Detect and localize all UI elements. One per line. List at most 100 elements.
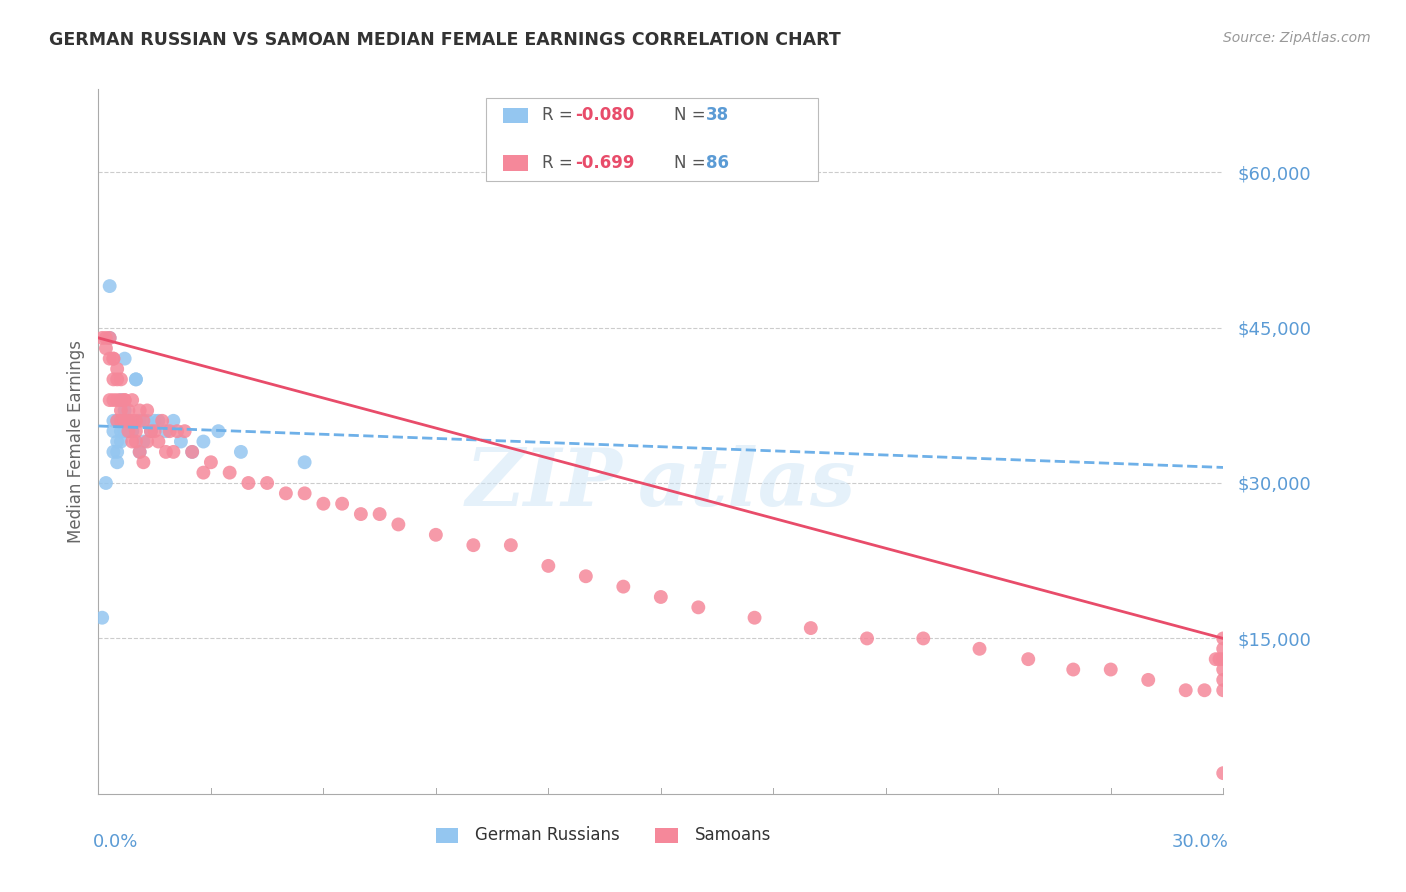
Point (312, 497, 335, 511)
Point (1212, 673, 1234, 687)
Point (128, 445, 150, 459)
Point (110, 414, 132, 428)
Point (94, 475, 117, 490)
Point (181, 445, 204, 459)
Point (121, 424, 143, 438)
Point (969, 641, 991, 656)
Point (1212, 641, 1234, 656)
Point (114, 403, 136, 417)
Point (105, 372, 128, 386)
Point (125, 372, 148, 386)
Point (136, 403, 159, 417)
Point (117, 424, 139, 438)
Point (105, 445, 128, 459)
Bar (503, 155, 529, 171)
Point (1212, 632, 1234, 646)
Text: N =: N = (675, 154, 711, 172)
Point (110, 372, 132, 386)
Point (1212, 663, 1234, 677)
Point (193, 434, 215, 449)
Point (91, 331, 114, 345)
Point (132, 455, 155, 469)
Point (132, 434, 155, 449)
Text: 38: 38 (706, 106, 728, 124)
Point (155, 424, 177, 438)
Point (1212, 652, 1234, 666)
Point (98, 351, 121, 366)
Point (499, 538, 522, 552)
Text: GERMAN RUSSIAN VS SAMOAN MEDIAN FEMALE EARNINGS CORRELATION CHART: GERMAN RUSSIAN VS SAMOAN MEDIAN FEMALE E… (49, 31, 841, 49)
Point (856, 632, 879, 646)
Point (114, 393, 136, 408)
Point (103, 351, 125, 366)
Point (1137, 673, 1160, 687)
Point (330, 497, 353, 511)
Point (1212, 766, 1234, 780)
Bar (503, 108, 529, 123)
Point (121, 393, 143, 408)
Point (121, 424, 143, 438)
Point (575, 569, 598, 583)
Point (1017, 652, 1039, 666)
Point (103, 393, 125, 408)
Point (1062, 663, 1084, 677)
Point (912, 632, 935, 646)
Point (350, 507, 373, 521)
Point (238, 475, 260, 490)
Point (105, 393, 128, 408)
Point (463, 538, 485, 552)
Point (105, 434, 128, 449)
Point (128, 403, 150, 417)
Point (114, 414, 136, 428)
Point (155, 445, 177, 459)
Point (114, 393, 136, 408)
Point (98, 331, 121, 345)
Point (98, 393, 121, 408)
Text: German Russians: German Russians (475, 827, 620, 845)
Text: R =: R = (541, 106, 578, 124)
Text: Source: ZipAtlas.com: Source: ZipAtlas.com (1223, 31, 1371, 45)
Point (98, 279, 121, 293)
Point (1194, 683, 1216, 698)
Point (139, 424, 162, 438)
Point (110, 424, 132, 438)
Point (125, 372, 148, 386)
Point (114, 351, 136, 366)
Point (218, 466, 240, 480)
Text: R =: R = (541, 154, 578, 172)
Point (128, 414, 150, 428)
Bar (655, 829, 678, 843)
Point (274, 486, 297, 500)
Point (103, 445, 125, 459)
Point (1208, 652, 1230, 666)
Point (91, 610, 114, 624)
Point (425, 528, 447, 542)
Point (150, 414, 173, 428)
Point (103, 351, 125, 366)
Point (114, 424, 136, 438)
Point (125, 424, 148, 438)
Text: 86: 86 (706, 154, 728, 172)
Point (744, 610, 766, 624)
Point (94, 341, 117, 355)
Point (537, 558, 560, 573)
Point (193, 466, 215, 480)
Point (117, 414, 139, 428)
Point (121, 434, 143, 449)
Point (105, 455, 128, 469)
Point (650, 590, 672, 604)
Point (121, 414, 143, 428)
Text: ZIP atlas: ZIP atlas (465, 445, 856, 523)
Point (143, 414, 166, 428)
Point (117, 403, 139, 417)
Text: 30.0%: 30.0% (1173, 832, 1229, 851)
Point (105, 414, 128, 428)
Point (612, 580, 634, 594)
Point (159, 424, 181, 438)
Point (143, 424, 166, 438)
Point (139, 424, 162, 438)
Point (1205, 652, 1227, 666)
Point (98, 331, 121, 345)
Point (136, 414, 159, 428)
Point (387, 517, 409, 532)
